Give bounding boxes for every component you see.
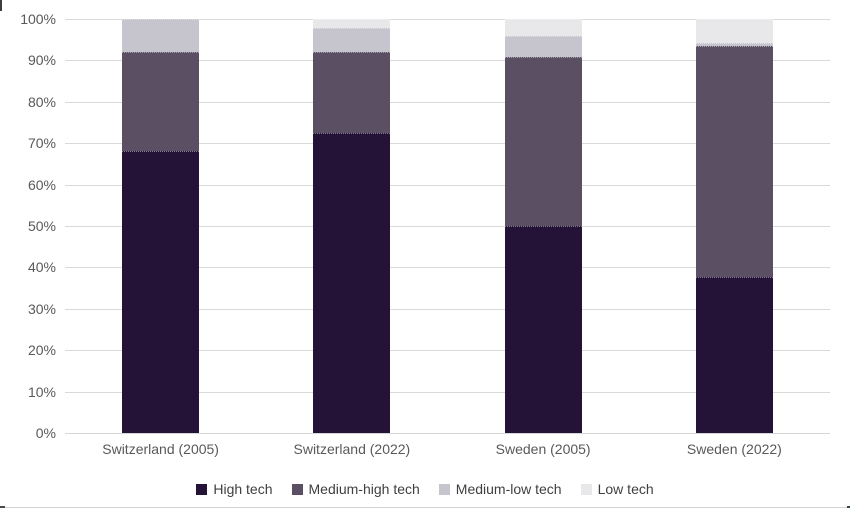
x-axis-category-label: Sweden (2005) xyxy=(495,441,591,457)
segment-medium-low-tech xyxy=(504,35,582,58)
x-axis: Switzerland (2005) Switzerland (2022) Swed… xyxy=(65,441,830,457)
y-axis: 100% 90% 80% 70% 60% 50% 40% 30% 20% 10% 0% xyxy=(0,11,56,441)
legend-item-medium-low-tech: Medium-low tech xyxy=(438,481,562,497)
legend-label: Medium-low tech xyxy=(455,481,562,497)
legend-swatch-icon xyxy=(580,483,592,495)
legend-swatch-icon xyxy=(196,483,208,495)
segment-high-tech xyxy=(695,276,773,433)
y-axis-tick-label: 80% xyxy=(27,93,56,110)
gridline xyxy=(65,19,830,20)
y-axis-tick-label: 70% xyxy=(27,135,56,152)
stacked-bar-sweden-2022 xyxy=(695,19,773,433)
legend-swatch-icon xyxy=(438,483,450,495)
legend-item-low-tech: Low tech xyxy=(580,481,654,497)
segment-low-tech xyxy=(504,19,582,36)
stacked-bar-switzerland-2022 xyxy=(313,19,391,433)
gridline xyxy=(65,184,830,186)
gridline xyxy=(65,143,830,145)
legend-item-medium-high-tech: Medium-high tech xyxy=(291,481,420,497)
segment-medium-low-tech xyxy=(122,19,200,53)
legend-item-high-tech: High tech xyxy=(196,481,273,497)
segment-high-tech xyxy=(313,132,391,433)
y-axis-tick-label: 40% xyxy=(27,259,56,276)
screen-edge-artifact xyxy=(0,506,5,508)
screen-edge-artifact xyxy=(847,506,850,508)
bar-slot-sweden-2005 xyxy=(448,19,639,433)
segment-high-tech xyxy=(504,226,582,433)
segment-low-tech xyxy=(695,19,773,44)
legend-label: High tech xyxy=(213,481,273,497)
gridline xyxy=(65,226,830,227)
y-axis-tick-label: 50% xyxy=(27,218,56,234)
segment-medium-high-tech xyxy=(122,52,200,152)
bars xyxy=(65,19,830,433)
legend-label: Low tech xyxy=(597,481,654,497)
y-axis-tick-label: 60% xyxy=(27,176,56,193)
stacked-bar-sweden-2005 xyxy=(504,19,582,433)
x-axis-category-label: Switzerland (2005) xyxy=(102,441,219,457)
gridline xyxy=(65,350,830,352)
legend-swatch-icon xyxy=(291,483,303,495)
gridline xyxy=(65,391,830,393)
stacked-bar-switzerland-2005 xyxy=(122,19,200,433)
y-axis-tick-label: 90% xyxy=(27,52,56,69)
gridline xyxy=(65,60,830,62)
y-axis-tick-label: 100% xyxy=(20,11,56,27)
segment-high-tech xyxy=(122,151,200,433)
gridline xyxy=(65,267,830,269)
bar-slot-switzerland-2022 xyxy=(256,19,447,433)
screen-edge-artifact xyxy=(0,0,2,11)
segment-medium-low-tech xyxy=(313,28,391,53)
segment-medium-low-tech xyxy=(695,43,773,46)
segment-medium-high-tech xyxy=(695,45,773,277)
legend-label: Medium-high tech xyxy=(308,481,420,497)
bar-slot-switzerland-2005 xyxy=(65,19,256,433)
y-axis-tick-label: 0% xyxy=(35,425,56,441)
x-axis-category-label: Sweden (2022) xyxy=(686,441,782,457)
segment-low-tech xyxy=(313,19,391,29)
x-axis-line xyxy=(65,433,830,434)
gridline xyxy=(65,308,830,310)
x-axis-category-label: Switzerland (2022) xyxy=(293,441,411,457)
segment-medium-high-tech xyxy=(313,52,391,133)
y-axis-tick-label: 10% xyxy=(27,383,56,400)
legend: High tech Medium-high tech Medium-low tech… xyxy=(0,481,850,497)
y-axis-tick-label: 20% xyxy=(27,342,56,359)
bar-slot-sweden-2022 xyxy=(639,19,830,433)
plot-area xyxy=(65,19,830,434)
segment-medium-high-tech xyxy=(504,57,582,226)
gridline xyxy=(65,101,830,103)
gridlines xyxy=(65,19,830,434)
y-axis-tick-label: 30% xyxy=(27,300,56,317)
